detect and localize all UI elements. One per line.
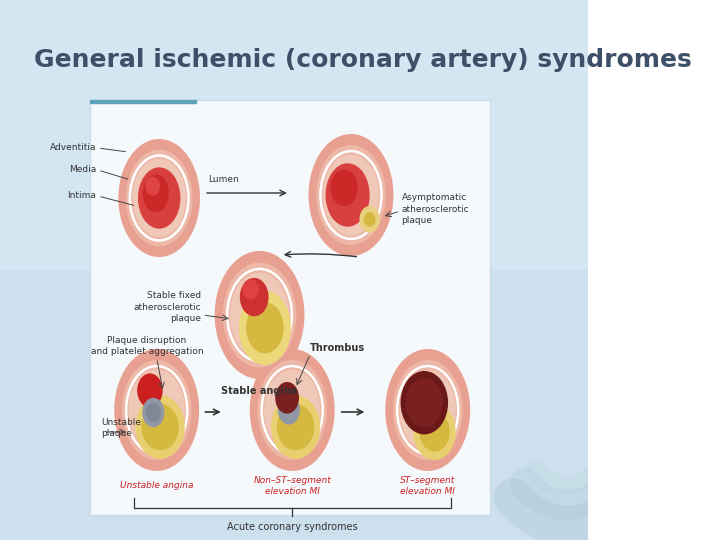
Ellipse shape xyxy=(118,139,200,257)
Ellipse shape xyxy=(275,382,299,414)
Text: General ischemic (coronary artery) syndromes: General ischemic (coronary artery) syndr… xyxy=(35,48,692,72)
Ellipse shape xyxy=(277,404,315,450)
Bar xyxy=(0,270,588,540)
Ellipse shape xyxy=(359,206,380,233)
Ellipse shape xyxy=(122,360,192,460)
Ellipse shape xyxy=(278,395,300,424)
Text: Unstable angina: Unstable angina xyxy=(120,482,194,490)
Ellipse shape xyxy=(419,413,450,451)
Ellipse shape xyxy=(400,370,456,450)
Text: Plaque disruption
and platelet aggregation: Plaque disruption and platelet aggregati… xyxy=(91,335,203,356)
Ellipse shape xyxy=(138,167,181,228)
Text: Thrombus: Thrombus xyxy=(310,343,365,353)
Text: Stable fixed
atherosclerotic
plaque: Stable fixed atherosclerotic plaque xyxy=(133,291,201,323)
Ellipse shape xyxy=(145,403,161,422)
Text: Intima: Intima xyxy=(68,192,96,200)
Ellipse shape xyxy=(239,291,291,365)
Ellipse shape xyxy=(264,370,320,450)
Ellipse shape xyxy=(240,278,269,316)
Ellipse shape xyxy=(129,370,185,450)
Ellipse shape xyxy=(230,273,289,357)
Ellipse shape xyxy=(138,373,163,408)
Text: Non–ST–segment
elevation MI: Non–ST–segment elevation MI xyxy=(253,476,331,496)
Ellipse shape xyxy=(141,404,179,450)
Text: Adventitia: Adventitia xyxy=(50,144,96,152)
Text: Media: Media xyxy=(69,165,96,174)
Text: Lumen: Lumen xyxy=(208,176,239,185)
Ellipse shape xyxy=(271,395,320,459)
Text: Stable angina: Stable angina xyxy=(221,386,298,396)
Ellipse shape xyxy=(246,302,284,353)
Ellipse shape xyxy=(316,145,386,245)
Ellipse shape xyxy=(325,163,369,227)
Text: Asymptomatic
atherosclerotic
plaque: Asymptomatic atherosclerotic plaque xyxy=(402,193,469,225)
Ellipse shape xyxy=(364,212,376,227)
Ellipse shape xyxy=(405,379,443,427)
Ellipse shape xyxy=(126,150,193,246)
Text: ST–segment
elevation MI: ST–segment elevation MI xyxy=(400,476,455,496)
Ellipse shape xyxy=(413,404,456,460)
Ellipse shape xyxy=(393,360,462,460)
Ellipse shape xyxy=(258,360,327,460)
Ellipse shape xyxy=(323,155,379,235)
Ellipse shape xyxy=(222,262,297,368)
Bar xyxy=(0,0,588,270)
Ellipse shape xyxy=(215,251,305,379)
Ellipse shape xyxy=(243,279,258,300)
Ellipse shape xyxy=(250,349,335,471)
Bar xyxy=(90,100,196,103)
Ellipse shape xyxy=(145,177,160,195)
Ellipse shape xyxy=(309,134,393,256)
Ellipse shape xyxy=(330,170,358,206)
Ellipse shape xyxy=(143,174,169,212)
FancyBboxPatch shape xyxy=(90,100,490,515)
Ellipse shape xyxy=(400,371,448,434)
Text: Acute coronary syndromes: Acute coronary syndromes xyxy=(227,522,358,532)
Ellipse shape xyxy=(114,349,199,471)
Ellipse shape xyxy=(143,398,164,427)
Ellipse shape xyxy=(135,395,185,459)
Text: Unstable
plaque: Unstable plaque xyxy=(102,417,141,438)
Ellipse shape xyxy=(385,349,470,471)
Ellipse shape xyxy=(132,159,186,237)
